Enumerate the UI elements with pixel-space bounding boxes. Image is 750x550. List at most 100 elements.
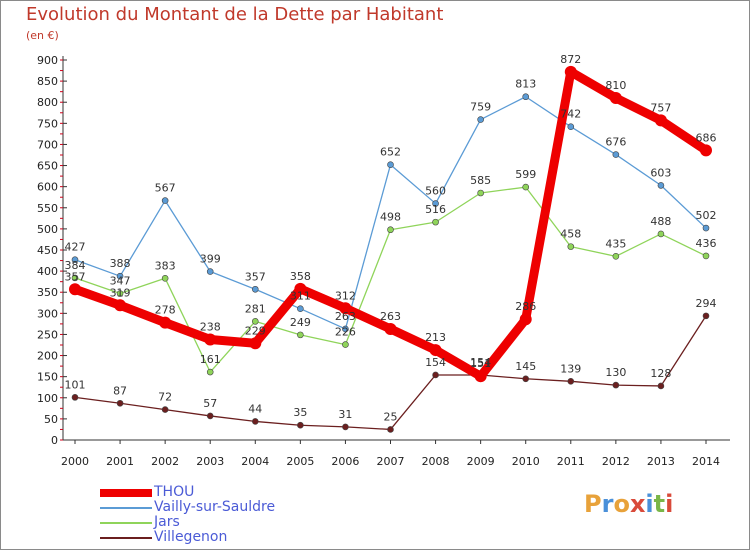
data-label: 130 — [605, 366, 626, 379]
data-point — [251, 285, 259, 293]
data-label: 502 — [696, 209, 717, 222]
logo-letter: r — [601, 490, 614, 518]
data-point — [342, 341, 349, 348]
legend-label-villegenon: Villegenon — [154, 529, 228, 545]
data-label: 560 — [425, 185, 446, 198]
y-tick-label: 600 — [37, 181, 58, 194]
data-point — [339, 302, 352, 315]
data-label: 319 — [110, 286, 131, 299]
data-point — [432, 200, 439, 207]
data-label: 458 — [560, 228, 581, 241]
legend-swatch-thou — [100, 489, 152, 497]
data-point — [387, 226, 394, 234]
data-point — [297, 305, 304, 312]
y-tick-label: 850 — [37, 75, 58, 88]
data-point — [657, 182, 665, 189]
data-label: 358 — [290, 270, 311, 283]
data-point — [206, 368, 214, 376]
data-point — [206, 412, 214, 420]
data-label: 603 — [650, 166, 671, 179]
x-tick-label: 2007 — [377, 455, 405, 468]
data-label: 154 — [425, 356, 446, 369]
y-tick-label: 50 — [44, 413, 58, 426]
x-tick-label: 2010 — [512, 455, 540, 468]
legend-swatch-villegenon — [100, 537, 152, 539]
data-label: 516 — [425, 203, 446, 216]
data-point — [702, 252, 710, 260]
data-label: 44 — [248, 402, 262, 415]
data-label: 498 — [380, 211, 401, 224]
data-point — [657, 382, 665, 390]
data-point — [567, 243, 575, 250]
data-label: 151 — [470, 357, 491, 370]
data-label: 311 — [290, 290, 311, 303]
data-point — [297, 421, 304, 429]
data-label: 759 — [470, 101, 491, 114]
data-point — [159, 316, 172, 329]
legend-label-jars: Jars — [154, 514, 180, 530]
data-label: 31 — [338, 408, 352, 421]
logo-letter: P — [584, 490, 602, 518]
data-point — [384, 322, 397, 335]
data-point — [251, 418, 259, 425]
data-point — [387, 161, 394, 169]
x-tick-label: 2002 — [151, 455, 179, 468]
data-point — [116, 290, 124, 297]
data-point — [161, 274, 169, 282]
data-label: 72 — [158, 391, 172, 404]
x-tick-label: 2011 — [557, 455, 585, 468]
legend-label-thou: THOU — [154, 484, 195, 500]
data-point — [612, 253, 620, 260]
y-tick-label: 250 — [37, 328, 58, 341]
data-label: 25 — [384, 410, 398, 423]
data-point — [522, 183, 530, 191]
data-label: 229 — [245, 324, 266, 337]
data-point — [71, 274, 79, 282]
y-tick-label: 800 — [37, 96, 58, 109]
data-point — [612, 151, 620, 158]
y-tick-label: 700 — [37, 138, 58, 151]
y-tick-label: 550 — [37, 202, 58, 215]
data-label: 388 — [110, 257, 131, 270]
data-label: 128 — [650, 367, 671, 380]
legend-swatch-jars — [100, 522, 152, 524]
data-label: 488 — [650, 215, 671, 228]
legend-item-thou: THOU — [100, 484, 360, 501]
data-point — [429, 344, 442, 357]
data-point — [294, 282, 307, 295]
logo-letter: t — [653, 490, 666, 518]
data-label: 263 — [380, 310, 401, 323]
data-label: 810 — [605, 79, 626, 92]
data-label: 585 — [470, 174, 491, 187]
data-point — [71, 394, 79, 401]
x-tick-label: 2000 — [61, 455, 89, 468]
data-point — [522, 375, 530, 383]
data-point — [612, 381, 620, 389]
data-label: 226 — [335, 326, 356, 339]
data-point — [69, 283, 81, 296]
data-label: 383 — [155, 259, 176, 272]
y-tick-label: 450 — [37, 244, 58, 257]
y-tick-label: 300 — [37, 307, 58, 320]
legend-label-vailly: Vailly-sur-Sauldre — [154, 499, 276, 515]
data-point — [297, 331, 304, 339]
data-label: 872 — [560, 53, 581, 66]
y-tick-label: 500 — [37, 223, 58, 236]
data-label: 286 — [515, 300, 536, 313]
data-label: 347 — [110, 274, 131, 287]
data-label: 742 — [560, 108, 581, 121]
legend-item-jars: Jars — [100, 514, 360, 531]
data-label: 436 — [696, 237, 717, 250]
legend-item-villegenon: Villegenon — [100, 529, 360, 546]
data-point — [702, 224, 710, 232]
data-point — [564, 65, 577, 78]
data-label: 312 — [335, 289, 356, 302]
data-label: 427 — [65, 241, 86, 254]
data-point — [567, 378, 575, 385]
data-point — [342, 423, 349, 431]
data-point — [522, 93, 530, 101]
data-label: 101 — [65, 378, 86, 391]
x-tick-label: 2004 — [241, 455, 269, 468]
data-point — [657, 230, 665, 238]
